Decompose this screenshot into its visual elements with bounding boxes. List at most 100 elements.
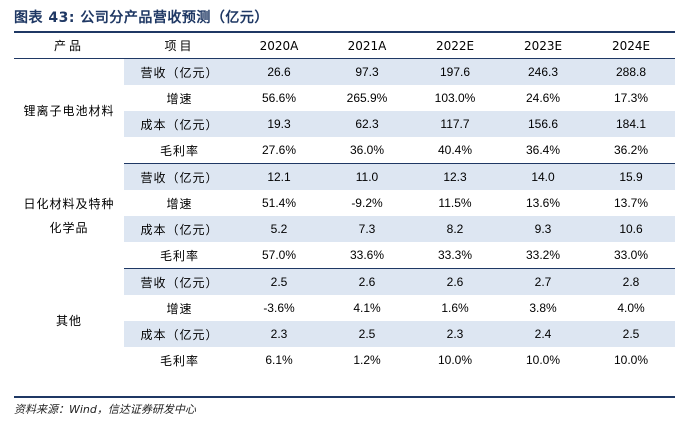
source-note: 资料来源：Wind，信达证券研发中心	[14, 403, 196, 416]
table-cell: 33.2%	[499, 242, 587, 269]
table-row: 增速 51.4% -9.2% 11.5% 13.6% 13.7%	[14, 190, 675, 216]
top-rule	[14, 31, 675, 33]
table-cell: 40.4%	[411, 137, 499, 164]
forecast-table: 产品 项目 2020A 2021A 2022E 2023E 2024E 锂离子电…	[14, 33, 675, 373]
row-item-label: 增速	[166, 91, 193, 106]
table-cell: 2.3	[411, 321, 499, 347]
table-cell: 184.1	[587, 111, 675, 137]
table-row: 成本（亿元） 5.2 7.3 8.2 9.3 10.6	[14, 216, 675, 242]
table-cell: 2.5	[235, 268, 323, 295]
header-year-2024: 2024E	[587, 33, 675, 59]
header-product: 产品	[14, 33, 124, 59]
row-item-label: 增速	[166, 196, 193, 211]
table-cell: 156.6	[499, 111, 587, 137]
category-other: 其他	[55, 313, 82, 328]
table-cell: 8.2	[411, 216, 499, 242]
table-cell: 4.1%	[353, 301, 381, 315]
figure-title: 图表 43: 公司分产品营收预测（亿元）	[14, 10, 269, 26]
table-cell: 10.0%	[613, 353, 649, 367]
table-cell: 3.8%	[529, 301, 557, 315]
header-year-2023: 2023E	[499, 33, 587, 59]
table-cell: 57.0%	[235, 242, 323, 269]
table-cell: 11.0	[323, 163, 411, 190]
table-cell: 26.6	[235, 58, 323, 85]
table-cell: 265.9%	[346, 91, 388, 105]
category-daily-chemicals-and-specialty: 日化材料及特种 化学品	[14, 164, 124, 269]
table-cell: 246.3	[499, 58, 587, 85]
table-cell: 10.6	[587, 216, 675, 242]
table-cell: 33.0%	[587, 242, 675, 269]
table-row: 毛利率 27.6% 36.0% 40.4% 36.4% 36.2%	[14, 137, 675, 164]
row-item-label: 营收（亿元）	[124, 58, 235, 85]
table-cell: 2.4	[499, 321, 587, 347]
table-cell: 97.3	[323, 58, 411, 85]
row-item-label: 增速	[166, 301, 193, 316]
table-cell: 36.4%	[499, 137, 587, 164]
row-item-label: 营收（亿元）	[124, 268, 235, 295]
table-cell: 15.9	[587, 163, 675, 190]
table-cell: 2.6	[411, 268, 499, 295]
table-cell: 103.0%	[434, 91, 476, 105]
table-cell: 7.3	[323, 216, 411, 242]
table-row: 毛利率 6.1% 1.2% 10.0% 10.0% 10.0%	[14, 347, 675, 373]
table-cell: 14.0	[499, 163, 587, 190]
table-cell: 10.0%	[437, 353, 473, 367]
table-cell: 19.3	[235, 111, 323, 137]
row-item-label: 毛利率	[124, 137, 235, 164]
table-cell: 12.1	[235, 163, 323, 190]
table-cell: 117.7	[411, 111, 499, 137]
row-item-label: 毛利率	[124, 242, 235, 269]
table-cell: 12.3	[411, 163, 499, 190]
header-year-2021: 2021A	[323, 33, 411, 59]
table-row: 成本（亿元） 19.3 62.3 117.7 156.6 184.1	[14, 111, 675, 137]
row-item-label: 毛利率	[159, 353, 199, 368]
table-cell: -9.2%	[351, 196, 383, 210]
table-cell: 36.0%	[323, 137, 411, 164]
row-item-label: 营收（亿元）	[124, 163, 235, 190]
table-cell: 2.8	[587, 268, 675, 295]
table-row: 锂离子电池材料 营收（亿元） 26.6 97.3 197.6 246.3 288…	[14, 58, 675, 118]
table-cell: 1.2%	[353, 353, 381, 367]
table-cell: 2.6	[323, 268, 411, 295]
table-row: 增速 56.6% 265.9% 103.0% 24.6% 17.3%	[14, 85, 675, 111]
table-cell: 24.6%	[525, 91, 561, 105]
header-item: 项目	[124, 33, 235, 59]
row-item-label: 成本（亿元）	[124, 321, 235, 347]
table-cell: 1.6%	[441, 301, 469, 315]
header-year-2022: 2022E	[411, 33, 499, 59]
table-cell: 27.6%	[235, 137, 323, 164]
table-cell: 2.5	[323, 321, 411, 347]
table-cell: 33.6%	[323, 242, 411, 269]
category-line-2: 化学品	[49, 221, 89, 235]
table-row: 成本（亿元） 2.3 2.5 2.3 2.4 2.5	[14, 321, 675, 347]
table-cell: 17.3%	[613, 91, 649, 105]
bottom-rule	[14, 396, 675, 398]
table-cell: 62.3	[323, 111, 411, 137]
row-item-label: 成本（亿元）	[124, 216, 235, 242]
table-cell: 197.6	[411, 58, 499, 85]
table-row: 增速 -3.6% 4.1% 1.6% 3.8% 4.0%	[14, 295, 675, 321]
table-cell: 11.5%	[438, 196, 472, 210]
table-row: 毛利率 57.0% 33.6% 33.3% 33.2% 33.0%	[14, 242, 675, 269]
table-cell: 2.7	[499, 268, 587, 295]
table-cell: 36.2%	[587, 137, 675, 164]
table-cell: 6.1%	[265, 353, 293, 367]
table-cell: 13.7%	[613, 196, 649, 210]
table-cell: 56.6%	[261, 91, 297, 105]
table-cell: -3.6%	[263, 301, 295, 315]
table-cell: 13.6%	[525, 196, 561, 210]
category-lithium-battery-materials: 锂离子电池材料	[23, 104, 115, 119]
table-row: 其他 营收（亿元） 2.5 2.6 2.6 2.7 2.8	[14, 268, 675, 328]
table-cell: 2.3	[235, 321, 323, 347]
table-cell: 4.0%	[617, 301, 645, 315]
row-item-label: 成本（亿元）	[124, 111, 235, 137]
table-cell: 10.0%	[525, 353, 561, 367]
table-cell: 5.2	[235, 216, 323, 242]
category-line-1: 日化材料及特种	[23, 197, 115, 211]
header-year-2020: 2020A	[235, 33, 323, 59]
table-cell: 33.3%	[411, 242, 499, 269]
table-cell: 51.4%	[261, 196, 297, 210]
table-cell: 9.3	[499, 216, 587, 242]
table-cell: 288.8	[587, 58, 675, 85]
table-row: 日化材料及特种 化学品 营收（亿元） 12.1 11.0 12.3 14.0 1…	[14, 163, 675, 235]
